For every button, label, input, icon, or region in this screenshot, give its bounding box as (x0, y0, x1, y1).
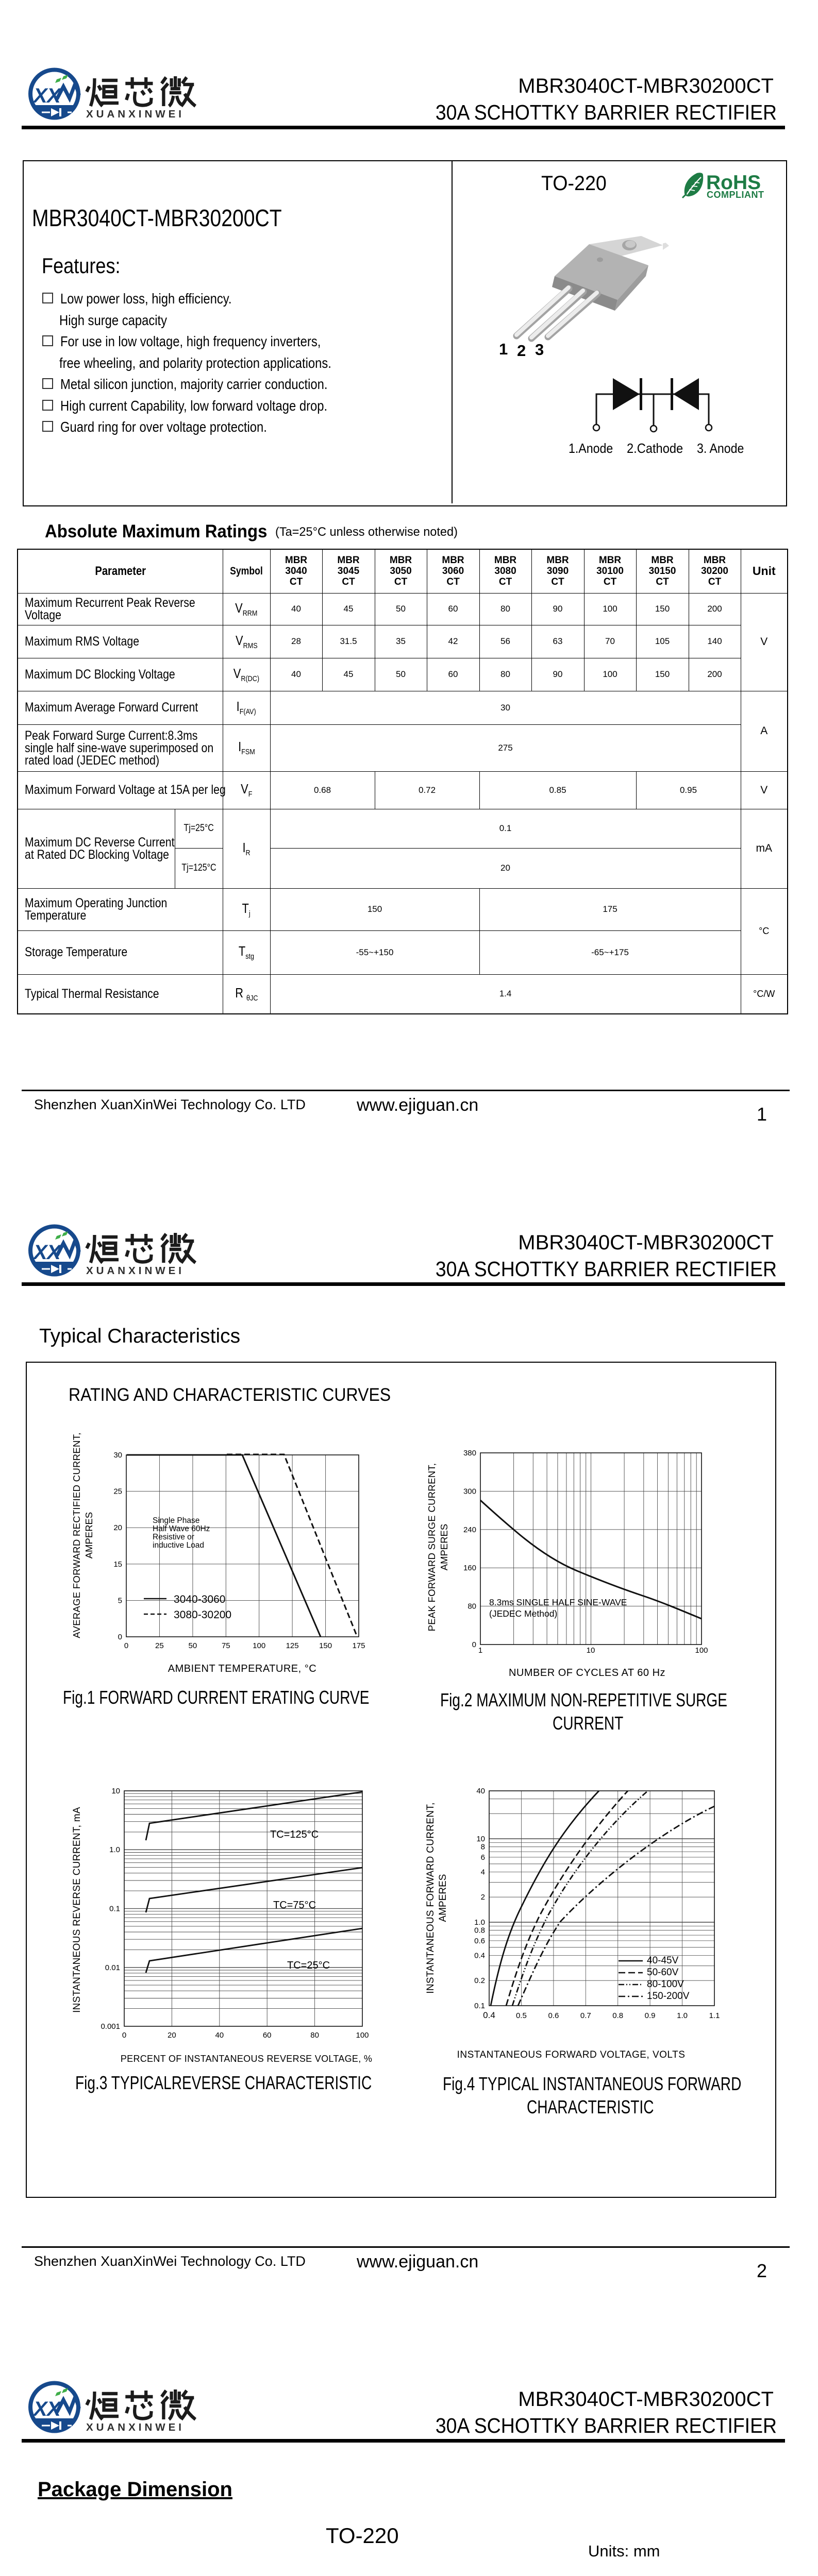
svg-text:25: 25 (155, 1641, 164, 1650)
svg-text:25: 25 (113, 1487, 122, 1496)
svg-text:6: 6 (481, 1853, 485, 1862)
svg-text:4: 4 (481, 1868, 485, 1877)
svg-text:PERCENT OF INSTANTANEOUS REVER: PERCENT OF INSTANTANEOUS REVERSE VOLTAGE… (121, 2054, 372, 2064)
svg-text:50: 50 (189, 1641, 197, 1650)
svg-text:XUANXINWEI: XUANXINWEI (86, 1265, 185, 1277)
svg-text:1.1: 1.1 (709, 2011, 720, 2020)
svg-text:300: 300 (463, 1487, 476, 1496)
svg-text:INSTANTANEOUS FORWARD VOLTAGE,: INSTANTANEOUS FORWARD VOLTAGE, VOLTS (457, 2049, 686, 2060)
svg-text:1.0: 1.0 (474, 1918, 485, 1927)
svg-text:2: 2 (517, 342, 526, 360)
svg-text:15: 15 (113, 1560, 122, 1569)
svg-text:0.8: 0.8 (612, 2011, 623, 2020)
svg-text:20: 20 (168, 2031, 176, 2040)
svg-text:AMBIENT TEMPERATURE, °C: AMBIENT TEMPERATURE, °C (168, 1663, 316, 1674)
svg-text:0.8: 0.8 (474, 1926, 485, 1935)
svg-text:40-45V: 40-45V (647, 1955, 679, 1966)
svg-text:8.3ms SINGLE HALF SINE-WAVE: 8.3ms SINGLE HALF SINE-WAVE (489, 1597, 627, 1607)
svg-text:RoHS: RoHS (706, 172, 761, 194)
svg-text:175: 175 (352, 1641, 365, 1650)
svg-text:10: 10 (111, 1787, 120, 1795)
svg-text:1: 1 (478, 1646, 482, 1655)
svg-text:TC=25°C: TC=25°C (287, 1960, 330, 1971)
svg-text:inductive Load: inductive Load (153, 1541, 204, 1550)
svg-text:20: 20 (113, 1523, 122, 1532)
svg-text:Single Phase: Single Phase (153, 1516, 199, 1525)
svg-text:150-200V: 150-200V (647, 1991, 690, 2002)
svg-text:160: 160 (463, 1564, 476, 1572)
svg-text:0.4: 0.4 (474, 1952, 485, 1960)
svg-text:(JEDEC Method): (JEDEC Method) (489, 1608, 557, 1619)
svg-text:80: 80 (310, 2031, 319, 2040)
svg-text:0: 0 (122, 2031, 126, 2040)
svg-text:40: 40 (476, 1787, 485, 1795)
svg-text:AMPERES: AMPERES (84, 1512, 94, 1558)
svg-text:0: 0 (118, 1633, 122, 1641)
svg-text:1.0: 1.0 (109, 1845, 120, 1854)
svg-text:8: 8 (481, 1843, 485, 1852)
svg-text:0.6: 0.6 (474, 1937, 485, 1945)
svg-text:0: 0 (124, 1641, 128, 1650)
svg-text:Resistive or: Resistive or (153, 1533, 194, 1541)
svg-text:30: 30 (113, 1451, 122, 1460)
svg-text:0.001: 0.001 (101, 2022, 120, 2031)
svg-text:75: 75 (222, 1641, 230, 1650)
svg-text:0.2: 0.2 (474, 1976, 485, 1985)
svg-text:Half Wave 60Hz: Half Wave 60Hz (153, 1524, 210, 1533)
svg-text:INSTANTANEOUS FORWARD CURRENT,: INSTANTANEOUS FORWARD CURRENT, (425, 1802, 436, 1993)
svg-text:AMPERES: AMPERES (438, 1874, 448, 1922)
svg-text:0.6: 0.6 (548, 2011, 559, 2020)
svg-text:3: 3 (535, 341, 544, 359)
svg-text:0.01: 0.01 (105, 1963, 120, 1972)
svg-text:TC=75°C: TC=75°C (273, 1900, 316, 1911)
svg-text:80: 80 (468, 1602, 476, 1611)
svg-text:XUANXINWEI: XUANXINWEI (86, 108, 185, 120)
svg-text:1.0: 1.0 (677, 2011, 688, 2020)
svg-text:TC=125°C: TC=125°C (270, 1829, 319, 1840)
svg-text:0.1: 0.1 (474, 2002, 485, 2010)
svg-text:100: 100 (253, 1641, 265, 1650)
svg-text:5: 5 (118, 1596, 122, 1605)
svg-text:AMPERES: AMPERES (439, 1524, 449, 1570)
svg-text:INSTANTANEOUS REVERSE CURRENT,: INSTANTANEOUS REVERSE CURRENT, mA (72, 1807, 82, 2013)
svg-text:80-100V: 80-100V (647, 1979, 684, 1990)
svg-text:240: 240 (463, 1526, 476, 1534)
svg-text:1: 1 (499, 340, 508, 358)
svg-text:XUANXINWEI: XUANXINWEI (86, 2421, 185, 2433)
svg-text:0.4: 0.4 (483, 2010, 495, 2020)
svg-text:2: 2 (481, 1893, 485, 1902)
svg-text:150: 150 (319, 1641, 332, 1650)
svg-text:50-60V: 50-60V (647, 1967, 679, 1978)
svg-text:0.1: 0.1 (109, 1905, 120, 1913)
svg-text:X: X (32, 1241, 48, 1264)
svg-text:60: 60 (263, 2031, 272, 2040)
svg-text:10: 10 (476, 1835, 485, 1843)
svg-text:10: 10 (587, 1646, 595, 1655)
svg-text:X: X (32, 84, 48, 107)
svg-text:380: 380 (463, 1449, 476, 1458)
svg-text:0.9: 0.9 (645, 2011, 656, 2020)
svg-text:125: 125 (286, 1641, 299, 1650)
svg-text:COMPLIANT: COMPLIANT (707, 190, 764, 200)
svg-text:0.5: 0.5 (516, 2011, 527, 2020)
svg-text:X: X (32, 2398, 48, 2420)
svg-text:100: 100 (356, 2031, 369, 2040)
svg-text:100: 100 (695, 1646, 708, 1655)
svg-text:40: 40 (215, 2031, 224, 2040)
svg-text:0.7: 0.7 (580, 2011, 591, 2020)
svg-text:3080-30200: 3080-30200 (174, 1609, 231, 1621)
svg-text:PEAK FORWARD SURGE CURRENT,: PEAK FORWARD SURGE CURRENT, (426, 1463, 437, 1632)
svg-text:0: 0 (472, 1640, 476, 1649)
svg-text:AVERAGE FORWARD RECTIFIED CURR: AVERAGE FORWARD RECTIFIED CURRENT, (71, 1432, 82, 1638)
svg-text:3040-3060: 3040-3060 (174, 1594, 225, 1605)
svg-text:NUMBER OF CYCLES AT 60 Hz: NUMBER OF CYCLES AT 60 Hz (509, 1667, 665, 1679)
